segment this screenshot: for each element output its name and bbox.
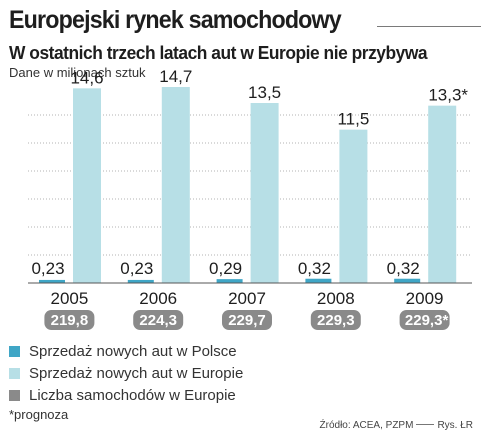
value-label-europe-fleet: 219,8: [51, 312, 89, 329]
bar-europe-sales: [250, 103, 279, 283]
bar-poland-sales: [127, 279, 154, 283]
value-label-poland-sales: 0,32: [298, 259, 331, 278]
bar-europe-sales: [428, 105, 457, 284]
x-tick-label: 2005: [50, 289, 88, 308]
badge-europe-fleet: [133, 310, 184, 330]
bar-europe-sales: [339, 129, 368, 283]
x-tick-label: 2006: [139, 289, 177, 308]
legend-label-europe-sales: Sprzedaż nowych aut w Europie: [29, 365, 244, 382]
x-tick-label: 2007: [228, 289, 266, 308]
value-label-europe-sales: 14,6: [70, 68, 103, 87]
source-text: Źródło: ACEA, PZPM: [319, 420, 414, 431]
value-label-europe-fleet: 229,7: [228, 312, 266, 329]
legend-item-europe-fleet: Liczba samochodów w Europie: [9, 386, 243, 405]
units-note: Dane w milionach sztuk: [9, 65, 146, 80]
bar-poland-sales: [394, 278, 421, 283]
bar-europe-sales: [161, 87, 190, 283]
value-label-europe-fleet: 229,3*: [405, 312, 449, 329]
bar-europe-sales: [73, 88, 101, 283]
legend: Sprzedaż nowych aut w Polsce Sprzedaż no…: [9, 342, 243, 408]
value-label-poland-sales: 0,29: [209, 259, 242, 278]
source-separator: [416, 424, 435, 425]
x-tick-label: 2009: [406, 289, 444, 308]
bar-poland-sales: [305, 278, 332, 283]
title-rule: [377, 26, 481, 27]
bar-poland-sales: [39, 279, 65, 283]
value-label-europe-fleet: 224,3: [139, 312, 177, 329]
legend-swatch-poland-sales: [9, 346, 20, 357]
chart-title: Europejski rynek samochodowy: [9, 6, 342, 34]
badge-europe-fleet: [44, 310, 95, 330]
bar-chart: 0,23 14,6 2005 219,8 0,23 14,7 2006 224,3 0,29 13…: [28, 67, 472, 330]
value-label-europe-sales: 13,3*: [428, 86, 468, 105]
badge-europe-fleet: [222, 310, 272, 330]
source-line: Źródło: ACEA, PZPM Rys. ŁR: [320, 420, 473, 431]
legend-label-poland-sales: Sprzedaż nowych aut w Polsce: [29, 343, 237, 360]
x-tick-label: 2008: [317, 289, 355, 308]
value-label-europe-sales: 11,5: [337, 110, 369, 129]
legend-swatch-europe-sales: [9, 368, 20, 379]
legend-label-europe-fleet: Liczba samochodów w Europie: [29, 387, 236, 404]
value-label-poland-sales: 0,32: [387, 259, 420, 278]
credit-text: Rys. ŁR: [437, 420, 473, 431]
value-label-poland-sales: 0,23: [31, 259, 64, 278]
badge-europe-fleet: [399, 310, 450, 330]
bar-poland-sales: [216, 279, 243, 283]
value-label-europe-sales: 14,7: [159, 67, 192, 86]
value-label-europe-fleet: 229,3: [317, 312, 355, 329]
value-label-poland-sales: 0,23: [120, 259, 153, 278]
footnote: *prognoza: [9, 407, 69, 422]
legend-item-europe-sales: Sprzedaż nowych aut w Europie: [9, 364, 243, 383]
legend-item-poland-sales: Sprzedaż nowych aut w Polsce: [9, 342, 243, 361]
badge-europe-fleet: [310, 310, 361, 330]
legend-swatch-europe-fleet: [9, 390, 20, 401]
chart-subtitle: W ostatnich trzech latach aut w Europie …: [9, 42, 428, 63]
value-label-europe-sales: 13,5: [248, 83, 281, 102]
